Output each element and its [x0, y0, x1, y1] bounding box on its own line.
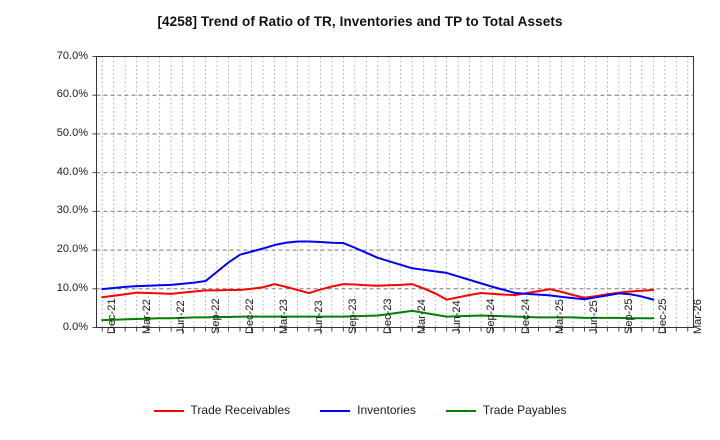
y-axis-tick-label: 20.0%	[56, 243, 88, 256]
minor-vertical-gridlines	[101, 56, 689, 328]
x-axis-tick-label: Mar-22	[140, 299, 153, 334]
legend-color-swatch	[320, 409, 351, 412]
x-axis-tick-label: Dec-22	[244, 298, 256, 334]
x-axis-tick-label: Sep-22	[209, 298, 222, 334]
x-axis-tick-label: Jun-23	[312, 300, 325, 334]
x-axis-ticks	[101, 327, 689, 332]
y-axis-tick-label: 70.0%	[56, 49, 88, 62]
x-axis-tick-label: Dec-24	[519, 298, 532, 334]
y-axis-tick-label: 0.0%	[62, 320, 88, 333]
series-line-2	[101, 309, 655, 322]
series-line-1	[101, 240, 655, 301]
x-axis-tick-label: Sep-23	[347, 298, 360, 334]
x-axis-tick-label: Dec-21	[106, 298, 119, 334]
chart-title: [4258] Trend of Ratio of TR, Inventories…	[157, 14, 563, 29]
series-line-0	[101, 283, 655, 301]
x-axis-tick-label: Mar-23	[278, 299, 291, 334]
chart-legend: Trade Receivables Inventories Trade Payabl…	[0, 404, 720, 417]
x-axis-tick-label: Mar-26	[691, 299, 704, 334]
y-axis-ticks	[92, 56, 97, 328]
x-axis-tick-label: Sep-24	[485, 298, 498, 334]
x-axis-tick-label: Jun-24	[450, 300, 463, 334]
x-axis-tick-label: Dec-23	[381, 298, 394, 334]
legend-item-1[interactable]: Inventories	[320, 404, 416, 417]
y-axis-tick-label: 10.0%	[56, 281, 88, 294]
horizontal-gridlines	[96, 94, 694, 290]
y-axis-tick-label: 30.0%	[56, 204, 88, 217]
legend-item-2[interactable]: Trade Payables	[445, 403, 567, 417]
legend-label: Trade Receivables	[190, 403, 291, 417]
x-axis-tick-label: Jun-22	[175, 300, 188, 334]
x-axis-tick-label: Jun-25	[588, 300, 601, 334]
legend-label: Trade Payables	[482, 403, 567, 417]
series-lines	[101, 240, 655, 322]
y-axis-tick-label: 40.0%	[56, 165, 88, 178]
x-axis-tick-label: Mar-25	[553, 299, 566, 334]
legend-label: Inventories	[357, 403, 416, 417]
legend-item-0[interactable]: Trade Receivables	[153, 403, 291, 417]
x-axis-tick-label: Sep-25	[622, 298, 635, 334]
y-axis-tick-label: 50.0%	[56, 126, 88, 139]
plot-frame	[96, 56, 694, 328]
y-axis-tick-label: 60.0%	[56, 88, 88, 101]
legend-color-swatch	[445, 409, 476, 412]
x-axis-tick-label: Dec-25	[657, 298, 670, 334]
legend-color-swatch	[153, 409, 184, 412]
x-axis-tick-label: Mar-24	[416, 299, 429, 334]
